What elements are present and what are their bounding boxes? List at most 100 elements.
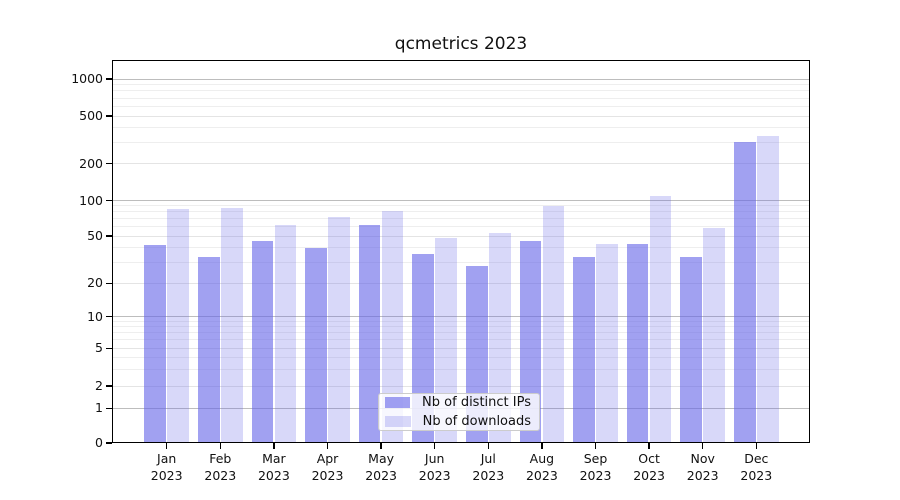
bar-downloads-mar: [274, 224, 297, 443]
x-axis-month-may: May: [368, 451, 395, 466]
y-axis-tick-label-50: 50: [87, 228, 103, 243]
bar-downloads-oct: [649, 195, 672, 443]
y-axis-tick-label-500: 500: [79, 108, 103, 123]
y-axis-tick-20: [106, 282, 112, 284]
x-axis-tick-label-mar: Mar 2023: [242, 451, 306, 484]
x-axis-tick-label-sep: Sep 2023: [564, 451, 628, 484]
x-axis-month-mar: Mar: [262, 451, 286, 466]
legend: Nb of distinct IPs Nb of downloads: [378, 393, 540, 431]
y-axis-tick-label-100: 100: [79, 192, 103, 208]
x-axis-tick-nov: [702, 443, 704, 449]
gridline-minor: [112, 368, 810, 370]
gridline-minor: [112, 226, 810, 228]
x-axis-year-jan: 2023: [150, 467, 183, 483]
x-axis-tick-jan: [166, 443, 168, 449]
x-axis-year-sep: 2023: [579, 467, 612, 483]
legend-label-downloads: Nb of downloads: [422, 414, 531, 429]
bar-distinct-ips-nov: [680, 257, 702, 443]
x-axis-year-dec: 2023: [740, 467, 773, 483]
gridline-minor: [112, 339, 810, 341]
x-axis-year-apr: 2023: [311, 467, 344, 483]
x-axis-month-aug: Aug: [529, 451, 555, 466]
legend-entry-downloads: Nb of downloads: [385, 415, 531, 428]
gridline-minor: [112, 105, 810, 107]
x-axis-year-may: 2023: [365, 467, 397, 483]
bar-downloads-jun: [435, 238, 457, 443]
x-axis-year-mar: 2023: [257, 467, 290, 483]
y-axis-tick-0: [106, 442, 112, 444]
bar-downloads-apr: [328, 217, 350, 443]
bar-downloads-sep: [596, 243, 618, 443]
x-axis-tick-feb: [219, 443, 221, 449]
gridline-minor: [112, 205, 810, 207]
gridline-200: [112, 163, 810, 164]
x-axis-tick-label-jun: Jun 2023: [403, 451, 467, 484]
y-axis-tick-1: [106, 407, 112, 409]
y-axis-tick-label-1: 1: [95, 400, 103, 416]
gridline-minor: [112, 356, 810, 358]
x-axis-month-feb: Feb: [209, 451, 232, 466]
y-axis-tick-1000: [106, 78, 112, 80]
y-axis-tick-50: [106, 235, 112, 237]
y-axis-tick-100: [106, 199, 112, 202]
x-axis-tick-label-oct: Oct 2023: [617, 451, 681, 484]
x-axis-tick-mar: [273, 443, 275, 449]
x-axis-year-aug: 2023: [525, 467, 558, 483]
gridline-minor: [112, 261, 810, 263]
x-axis-month-jan: Jan: [157, 451, 177, 466]
bar-downloads-aug: [542, 206, 565, 443]
gridline-minor: [112, 90, 810, 92]
gridline-minor: [112, 141, 810, 143]
y-axis-tick-label-5: 5: [95, 340, 103, 356]
gridline-minor: [112, 326, 810, 328]
legend-swatch-downloads: [385, 416, 411, 427]
gridline-100: [112, 200, 810, 201]
x-axis-tick-apr: [326, 443, 329, 449]
x-axis-tick-jul: [487, 443, 489, 449]
gridline-minor: [112, 332, 810, 334]
x-axis-year-jul: 2023: [472, 467, 505, 483]
x-axis-month-dec: Dec: [744, 451, 769, 466]
x-axis-tick-sep: [594, 443, 597, 449]
gridline-2: [112, 385, 810, 387]
x-axis-year-feb: 2023: [204, 467, 237, 483]
gridline-minor: [112, 84, 810, 86]
gridline-500: [112, 115, 810, 117]
gridline-minor: [112, 321, 810, 322]
chart-title: qcmetrics 2023: [394, 34, 528, 54]
x-axis-tick-label-jan: Jan 2023: [135, 451, 199, 484]
legend-label-distinct-ips: Nb of distinct IPs: [422, 395, 531, 410]
x-axis-month-jun: Jun: [424, 451, 445, 466]
gridline-minor: [112, 97, 810, 99]
gridline-20: [112, 282, 810, 284]
x-axis-tick-label-dec: Dec 2023: [724, 451, 788, 484]
gridline-minor: [112, 211, 810, 213]
bar-distinct-ips-feb: [198, 257, 220, 443]
y-axis-tick-label-200: 200: [79, 155, 103, 171]
x-axis-tick-label-jul: Jul 2023: [456, 451, 520, 484]
y-axis-tick-label-1000: 1000: [71, 71, 103, 86]
gridline-minor: [112, 247, 810, 249]
gridline-10: [112, 316, 810, 318]
x-axis-tick-label-nov: Nov 2023: [671, 451, 735, 484]
y-axis-tick-label-2: 2: [95, 378, 103, 393]
x-axis-year-nov: 2023: [686, 467, 719, 483]
bar-downloads-jul: [489, 233, 511, 443]
x-axis-tick-label-apr: Apr 2023: [296, 451, 360, 484]
x-axis-tick-oct: [648, 443, 650, 449]
bar-distinct-ips-sep: [573, 257, 595, 443]
x-axis-month-jul: Jul: [480, 451, 496, 466]
x-axis-month-apr: Apr: [316, 451, 339, 466]
x-axis-tick-label-aug: Aug 2023: [510, 451, 574, 484]
x-axis-month-oct: Oct: [638, 451, 660, 466]
y-axis-tick-200: [106, 162, 112, 165]
legend-entry-distinct-ips: Nb of distinct IPs: [385, 396, 531, 409]
bars-layer: [112, 60, 810, 443]
y-axis-tick-500: [106, 115, 112, 117]
x-axis-tick-jun: [434, 443, 436, 449]
x-axis-tick-label-feb: Feb 2023: [188, 451, 252, 484]
bar-distinct-ips-may: [358, 224, 381, 443]
x-axis-year-jun: 2023: [418, 467, 451, 483]
x-axis-month-nov: Nov: [690, 451, 715, 466]
